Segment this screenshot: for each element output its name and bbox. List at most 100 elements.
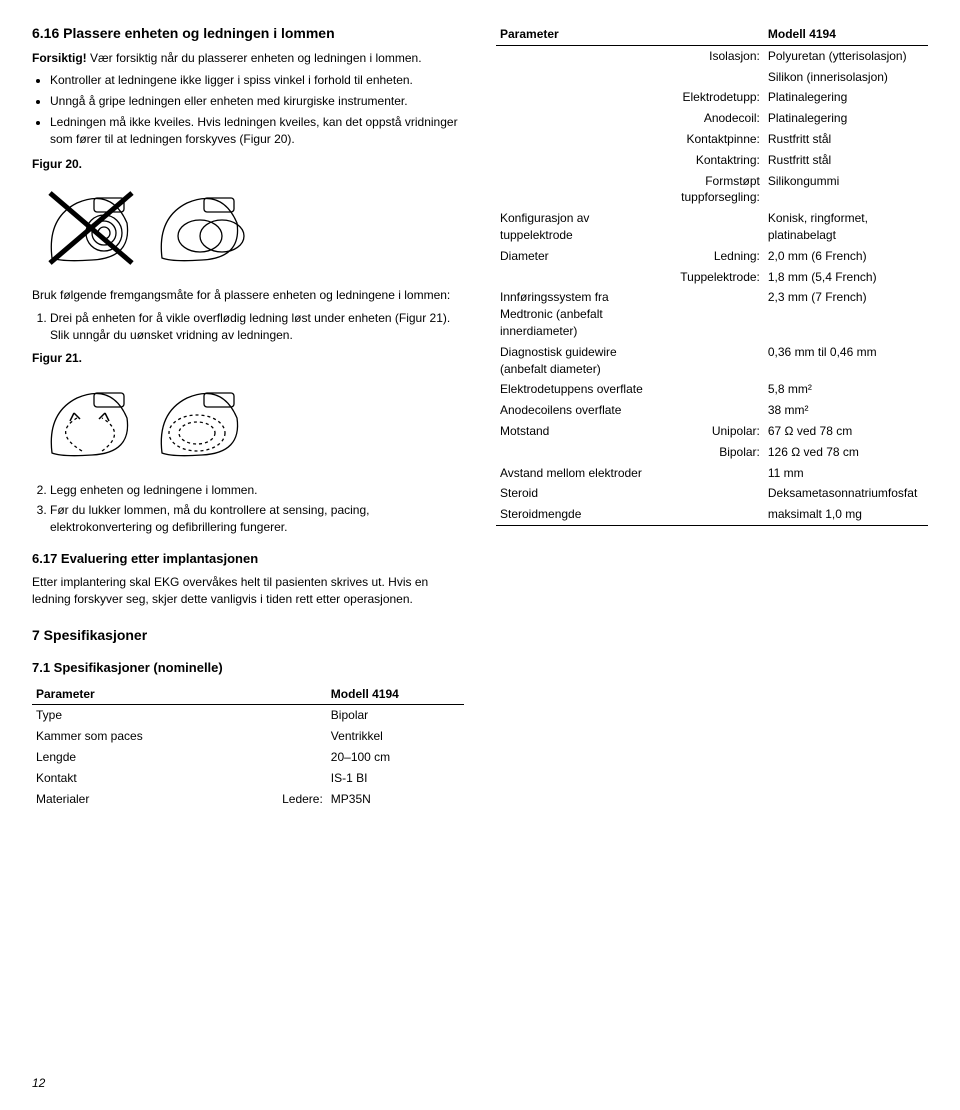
table-cell: Ledning: [659,246,764,267]
figure-20-label: Figur 20. [32,156,464,173]
table-cell [239,768,327,789]
table-cell: Elektrodetuppens overflate [496,379,659,400]
table-cell [659,483,764,504]
step-item: Legg enheten og ledningene i lommen. [50,482,464,499]
table-cell [496,442,659,463]
table-cell: 126 Ω ved 78 cm [764,442,928,463]
table-cell [659,400,764,421]
table-header [659,24,764,45]
table-header: Modell 4194 [764,24,928,45]
table-cell: 11 mm [764,463,928,484]
table-cell: Kontakt [32,768,239,789]
table-cell: Steroid [496,483,659,504]
spec-table-right: Parameter Modell 4194 Isolasjon:Polyuret… [496,24,928,526]
bullet-item: Kontroller at ledningene ikke ligger i s… [50,72,464,89]
table-cell [659,504,764,525]
caution-paragraph: Forsiktig! Vær forsiktig når du plassere… [32,50,464,67]
method-intro: Bruk følgende fremgangsmåte for å plasse… [32,287,464,304]
table-cell [496,67,659,88]
table-cell: Unipolar: [659,421,764,442]
method-steps-1: Drei på enheten for å vikle overflødig l… [32,310,464,344]
table-cell: Rustfritt stål [764,150,928,171]
table-cell: Deksametasonnatriumfosfat [764,483,928,504]
table-cell [659,379,764,400]
table-cell: Konfigurasjon av tuppelektrode [496,208,659,246]
step-item: Drei på enheten for å vikle overflødig l… [50,310,464,344]
table-cell: Polyuretan (ytterisolasjon) [764,45,928,66]
caution-bullets: Kontroller at ledningene ikke ligger i s… [32,72,464,147]
table-cell: Ledere: [239,789,327,810]
table-cell: Platinalegering [764,108,928,129]
table-cell [659,208,764,246]
table-cell: Anodecoil: [659,108,764,129]
table-cell: 38 mm² [764,400,928,421]
caution-label: Forsiktig! [32,51,87,65]
table-cell: 2,3 mm (7 French) [764,287,928,341]
table-cell [659,287,764,341]
table-cell [496,129,659,150]
spec-table-small: Parameter Modell 4194 Type Bipolar Kammer … [32,684,464,810]
table-cell: Anodecoilens overflate [496,400,659,421]
table-cell [659,67,764,88]
caution-text: Vær forsiktig når du plasserer enheten o… [87,51,422,65]
bullet-item: Ledningen må ikke kveiles. Hvis ledninge… [50,114,464,148]
table-cell [239,705,327,726]
table-cell [239,747,327,768]
table-cell: Steroidmengde [496,504,659,525]
heading-6-16: 6.16 Plassere enheten og ledningen i lom… [32,24,464,44]
table-header [239,684,327,705]
table-cell: 20–100 cm [327,747,464,768]
eval-text: Etter implantering skal EKG overvåkes he… [32,574,464,608]
table-cell [659,463,764,484]
table-cell: Kontaktpinne: [659,129,764,150]
table-cell: 5,8 mm² [764,379,928,400]
table-cell [659,342,764,380]
table-cell: Tuppelektrode: [659,267,764,288]
table-cell [496,267,659,288]
table-cell: Innføringssystem fra Medtronic (anbefalt… [496,287,659,341]
bullet-item: Unngå å gripe ledningen eller enheten me… [50,93,464,110]
table-cell: Konisk, ringformet, platinabelagt [764,208,928,246]
table-cell [239,726,327,747]
table-cell: 1,8 mm (5,4 French) [764,267,928,288]
table-cell: Elektrodetupp: [659,87,764,108]
table-cell: Bipolar [327,705,464,726]
table-cell: MP35N [327,789,464,810]
table-cell [496,45,659,66]
table-cell: Silikongummi [764,171,928,209]
table-cell: Isolasjon: [659,45,764,66]
table-cell: Avstand mellom elektroder [496,463,659,484]
table-cell: Motstand [496,421,659,442]
table-cell: Bipolar: [659,442,764,463]
table-header: Modell 4194 [327,684,464,705]
method-steps-2: Legg enheten og ledningene i lommen. Før… [32,482,464,536]
table-cell: Diameter [496,246,659,267]
table-cell: Lengde [32,747,239,768]
table-cell: Ventrikkel [327,726,464,747]
table-header: Parameter [32,684,239,705]
table-cell [496,150,659,171]
table-cell: IS-1 BI [327,768,464,789]
heading-6-17: 6.17 Evaluering etter implantasjonen [32,550,464,568]
table-cell: 2,0 mm (6 French) [764,246,928,267]
figure-21-label: Figur 21. [32,350,464,367]
table-cell: maksimalt 1,0 mg [764,504,928,525]
table-cell [496,87,659,108]
heading-7-1: 7.1 Spesifikasjoner (nominelle) [32,659,464,677]
figure-21 [32,373,464,468]
table-cell: 0,36 mm til 0,46 mm [764,342,928,380]
table-cell: 67 Ω ved 78 cm [764,421,928,442]
step-item: Før du lukker lommen, må du kontrollere … [50,502,464,536]
table-cell: Rustfritt stål [764,129,928,150]
table-header: Parameter [496,24,659,45]
table-cell: Materialer [32,789,239,810]
table-cell [496,171,659,209]
page-number: 12 [32,1075,45,1092]
table-cell: Kammer som paces [32,726,239,747]
table-cell: Diagnostisk guidewire (anbefalt diameter… [496,342,659,380]
figure-20 [32,178,464,273]
table-cell: Type [32,705,239,726]
table-cell [496,108,659,129]
table-cell: Platinalegering [764,87,928,108]
heading-7: 7 Spesifikasjoner [32,626,464,646]
